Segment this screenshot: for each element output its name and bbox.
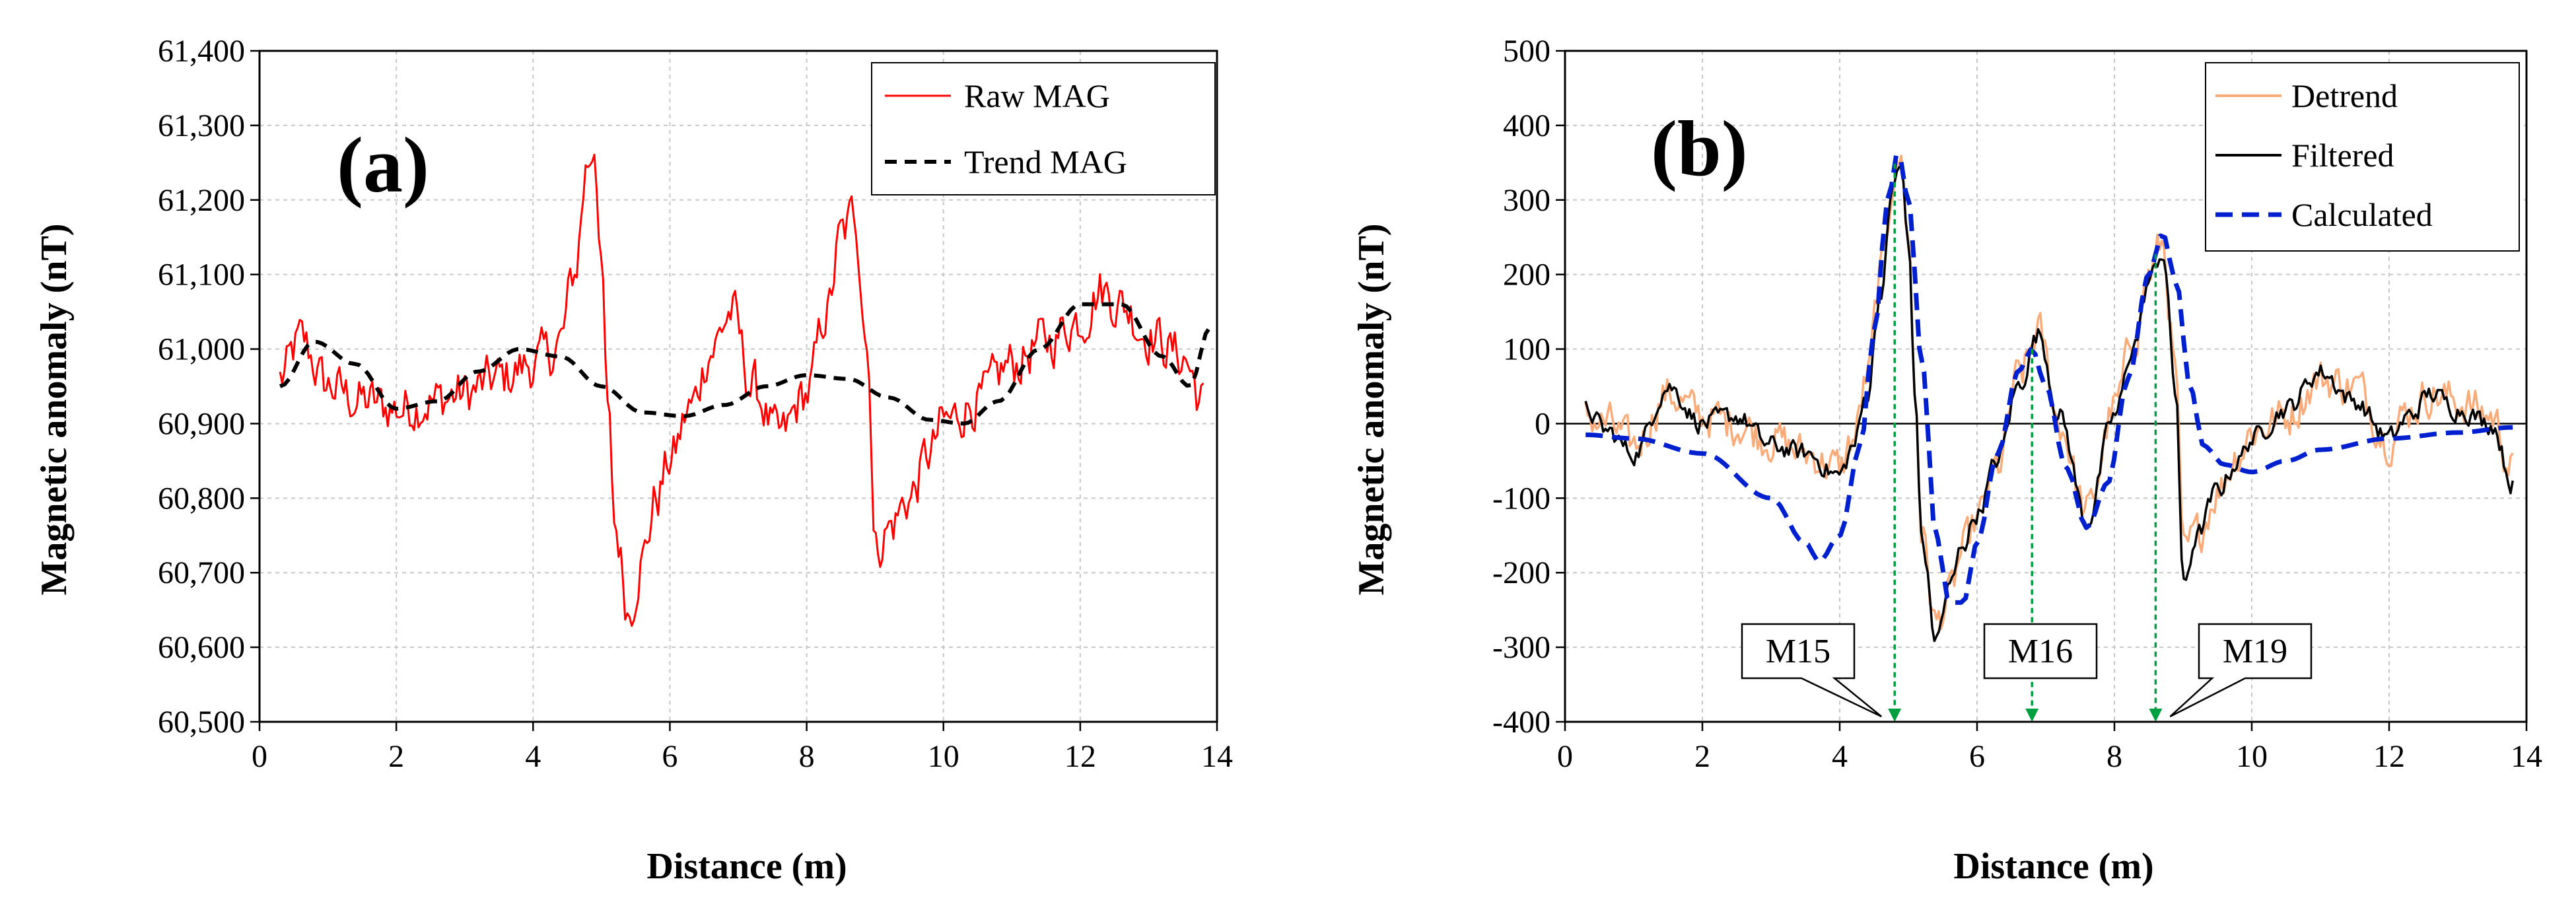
panel-a-plot-frame xyxy=(258,50,1218,723)
y-tick-label: 400 xyxy=(1503,108,1550,143)
legend-label-trend-mag: Trend MAG xyxy=(964,143,1127,180)
panel-a-label: (a) xyxy=(337,121,429,209)
panel-a-x-axis-title: Distance (m) xyxy=(646,846,847,887)
y-tick-label: 500 xyxy=(1503,34,1550,69)
panel-b-plot-frame xyxy=(1564,50,2528,723)
panel-b-annotations: M15 M16 M19 xyxy=(1741,163,2313,722)
panel-a-chart: 0 2 4 6 8 10 12 14 60,500 60,600 60,700 60,800 60,90… xyxy=(34,34,1233,887)
x-tick-label: 14 xyxy=(2511,739,2542,774)
y-tick-label: 61,200 xyxy=(158,183,245,218)
panel-a-legend: Raw MAG Trend MAG xyxy=(871,62,1216,195)
legend-label-detrend: Detrend xyxy=(2291,77,2398,114)
x-tick-label: 0 xyxy=(252,739,267,774)
y-tick-label: 61,400 xyxy=(158,34,245,69)
panel-b-legend-box xyxy=(2205,62,2520,252)
panel-b-chart: 0 2 4 6 8 10 12 14 -400 -300 -200 -100 0 100 200 300 400… xyxy=(1351,34,2542,887)
y-tick-label: 100 xyxy=(1503,332,1550,367)
x-tick-label: 4 xyxy=(525,739,541,774)
x-tick-label: 0 xyxy=(1557,739,1573,774)
annotation-arrowhead xyxy=(1888,709,1902,722)
panel-b-label: (b) xyxy=(1651,104,1748,192)
annotation-callout-m15 xyxy=(1741,623,1882,718)
x-tick-label: 12 xyxy=(2373,739,2405,774)
y-tick-label: 60,500 xyxy=(158,705,245,740)
panel-b-y-axis-title: Magnetic anomaly (nT) xyxy=(1351,223,1392,595)
annotation-label-m16: M16 xyxy=(2008,633,2073,670)
series-line-raw-mag xyxy=(279,153,1204,627)
panel-b-series xyxy=(1584,153,2514,643)
x-tick-label: 4 xyxy=(1832,739,1848,774)
x-tick-label: 10 xyxy=(928,739,959,774)
y-tick-label: 60,700 xyxy=(158,555,245,590)
x-tick-label: 14 xyxy=(1201,739,1233,774)
legend-label-calculated: Calculated xyxy=(2291,196,2433,233)
x-tick-label: 12 xyxy=(1064,739,1096,774)
series-line-calculated xyxy=(1585,153,2513,605)
panel-a-legend-box xyxy=(871,62,1216,195)
x-tick-label: 6 xyxy=(662,739,678,774)
series-line-filtered xyxy=(1584,166,2514,643)
x-tick-label: 8 xyxy=(2106,739,2122,774)
annotation-label-m19: M19 xyxy=(2223,633,2287,670)
y-tick-label: -100 xyxy=(1492,481,1550,516)
y-tick-label: 0 xyxy=(1535,406,1550,441)
legend-label-raw-mag: Raw MAG xyxy=(964,77,1110,114)
y-tick-label: 300 xyxy=(1503,183,1550,218)
annotation-arrowhead xyxy=(2025,709,2039,722)
x-tick-label: 8 xyxy=(799,739,815,774)
y-tick-label: 61,000 xyxy=(158,332,245,367)
series-line-trend-mag xyxy=(279,302,1212,426)
x-tick-label: 2 xyxy=(1694,739,1710,774)
x-tick-label: 10 xyxy=(2236,739,2268,774)
y-tick-label: 61,300 xyxy=(158,108,245,143)
y-tick-label: -400 xyxy=(1492,705,1550,740)
annotation-arrowhead xyxy=(2149,709,2163,722)
annotation-callout-m16 xyxy=(1983,623,2098,680)
panel-a-y-axis-title: Magnetic anomaly (nT) xyxy=(34,223,75,595)
x-tick-label: 6 xyxy=(1969,739,1985,774)
y-tick-label: 60,900 xyxy=(158,406,245,441)
annotation-label-m15: M15 xyxy=(1766,633,1830,670)
y-tick-label: 200 xyxy=(1503,258,1550,293)
y-tick-label: 60,800 xyxy=(158,481,245,516)
y-tick-label: 60,600 xyxy=(158,630,245,665)
annotation-callout-m19 xyxy=(2169,623,2313,718)
y-tick-label: -300 xyxy=(1492,630,1550,665)
y-tick-label: 61,100 xyxy=(158,258,245,293)
panel-a-series xyxy=(279,153,1212,627)
panel-a-ticks: 0 2 4 6 8 10 12 14 60,500 60,600 60,700 60,800 60,90… xyxy=(158,34,1233,774)
panel-a-grid xyxy=(260,51,1217,722)
x-tick-label: 2 xyxy=(388,739,404,774)
panel-b-ticks: 0 2 4 6 8 10 12 14 -400 -300 -200 -100 0 100 200 300 400… xyxy=(1492,34,2542,774)
legend-label-filtered: Filtered xyxy=(2291,137,2394,174)
panel-b-legend: Detrend Filtered Calculated xyxy=(2205,62,2520,252)
panel-b-x-axis-title: Distance (m) xyxy=(1953,846,2153,887)
y-tick-label: -200 xyxy=(1492,555,1550,590)
